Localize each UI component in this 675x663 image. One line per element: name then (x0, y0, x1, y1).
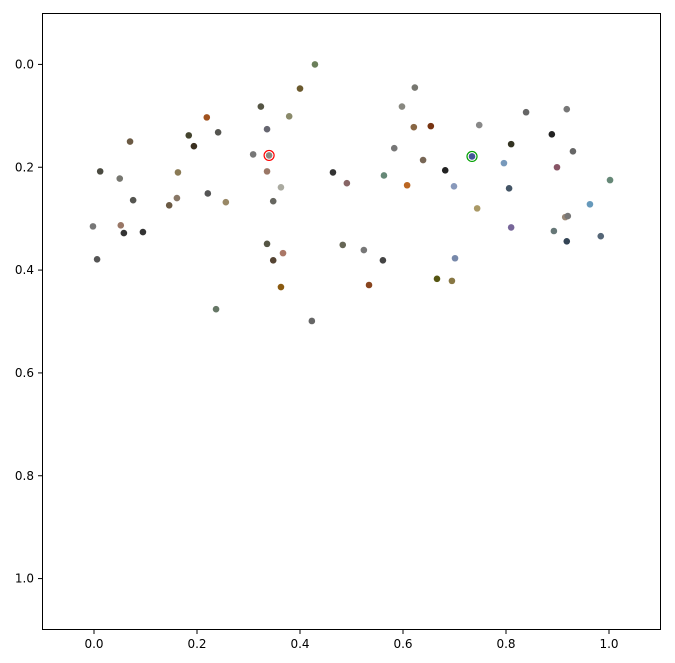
data-point (116, 175, 124, 182)
data-point (441, 167, 449, 174)
x-tick-label: 0.2 (187, 637, 206, 651)
y-tick-label: 0.0 (15, 57, 34, 71)
data-point (433, 275, 441, 283)
data-point (403, 181, 411, 189)
data-point (398, 103, 406, 110)
data-point (419, 156, 427, 164)
data-point (279, 249, 287, 257)
data-point (204, 190, 212, 197)
data-point (249, 151, 257, 158)
x-tick-label: 1.0 (599, 637, 618, 651)
data-point (427, 122, 435, 130)
highlight-ring (466, 150, 478, 163)
data-point (550, 227, 558, 235)
data-point (564, 212, 572, 220)
data-point (214, 128, 222, 136)
data-point (507, 140, 515, 148)
data-point (563, 105, 571, 113)
data-point (448, 277, 456, 285)
data-point (96, 168, 104, 175)
data-point (586, 200, 594, 208)
x-axis: 0.0 0.2 0.4 0.6 0.8 1.0 (84, 630, 619, 651)
data-point (390, 144, 398, 152)
data-point (285, 113, 293, 120)
data-point (450, 182, 458, 190)
data-point (203, 114, 211, 121)
data-point (343, 179, 351, 187)
data-point (296, 85, 304, 92)
data-point (120, 229, 128, 237)
data-point (173, 194, 181, 202)
data-point (339, 241, 347, 249)
data-point (212, 305, 220, 313)
data-point (185, 132, 193, 139)
data-point (475, 121, 483, 129)
data-point (308, 317, 316, 325)
data-point (277, 184, 285, 191)
data-point (329, 169, 337, 176)
data-point (277, 283, 285, 291)
highlight-layer (263, 149, 478, 163)
data-point (269, 197, 277, 205)
points-layer (89, 61, 614, 325)
data-point (263, 240, 271, 248)
highlight-ring (263, 149, 275, 162)
plot-frame (42, 13, 661, 630)
data-point (139, 228, 147, 236)
data-point (129, 196, 137, 204)
data-point (269, 257, 277, 264)
y-tick-label: 0.4 (15, 263, 34, 277)
data-point (263, 125, 271, 133)
y-axis: 0.0 0.2 0.4 0.6 0.8 1.0 (15, 57, 43, 586)
data-point (606, 176, 614, 184)
data-point (411, 84, 419, 91)
data-point (473, 205, 481, 212)
x-tick-label: 0.8 (496, 637, 515, 651)
data-point (365, 281, 373, 289)
data-point (451, 254, 459, 262)
y-tick-label: 0.6 (15, 366, 34, 380)
y-tick-label: 0.8 (15, 469, 34, 483)
data-point (257, 103, 265, 110)
data-point (117, 222, 125, 229)
y-tick-label: 1.0 (15, 572, 34, 586)
y-tick-label: 0.2 (15, 160, 34, 174)
data-point (522, 108, 530, 116)
data-point (93, 255, 101, 263)
data-point (263, 168, 271, 175)
x-tick-label: 0.4 (290, 637, 309, 651)
data-point (89, 223, 97, 230)
data-point (222, 198, 230, 206)
data-point (190, 142, 198, 150)
x-tick-label: 0.6 (393, 637, 412, 651)
data-point (126, 138, 134, 145)
data-point (410, 123, 418, 131)
data-point (311, 61, 319, 68)
data-point (265, 152, 273, 159)
data-point (548, 131, 556, 138)
data-point (379, 257, 387, 264)
data-point (569, 148, 577, 155)
data-point (563, 237, 571, 245)
data-point (360, 246, 368, 254)
data-point (553, 163, 561, 171)
data-point (597, 232, 605, 240)
data-point (507, 224, 515, 231)
data-point (500, 159, 508, 167)
data-point (380, 172, 388, 179)
data-point (174, 169, 182, 176)
data-point (468, 153, 476, 160)
x-tick-label: 0.0 (84, 637, 103, 651)
data-point (165, 201, 173, 209)
data-point (505, 185, 513, 192)
